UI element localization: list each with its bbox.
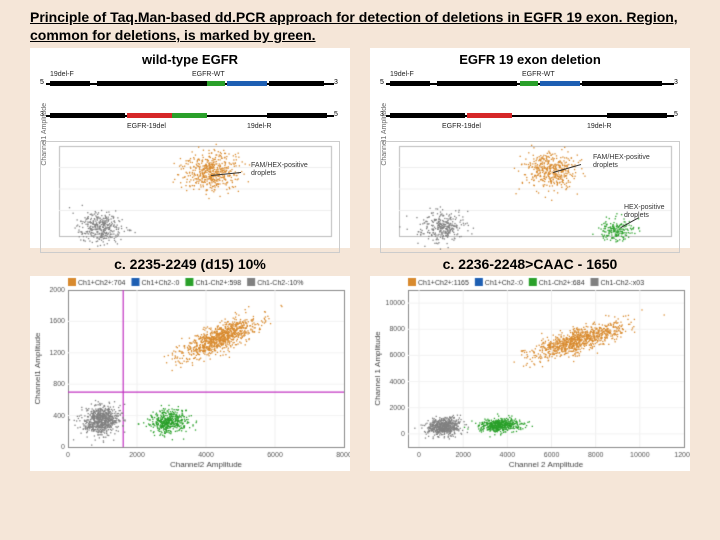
subtitle-left: wild-type EGFR	[30, 48, 350, 69]
panel-deletion: EGFR 19 exon deletion 5319del-FEGFR-WT35…	[370, 48, 690, 248]
schematic-left: 5319del-FEGFR-WT35EGFR-19del19del-R	[42, 69, 338, 139]
top-row: wild-type EGFR 5319del-FEGFR-WT35EGFR-19…	[0, 48, 720, 248]
ylabel-tl: Channel1 Amplitude	[41, 103, 48, 166]
panel-wildtype: wild-type EGFR 5319del-FEGFR-WT35EGFR-19…	[30, 48, 350, 248]
scatter-bottom-right	[370, 276, 690, 471]
scatter-bottom-left	[30, 276, 350, 471]
bottom-row	[0, 276, 720, 471]
subtitle-right: EGFR 19 exon deletion	[370, 48, 690, 69]
page-title: Principle of Taq.Man-based dd.PCR approa…	[0, 0, 720, 48]
ylabel-tr: Channel1 Amplitude	[381, 103, 388, 166]
scatter-top-left: Channel1 Amplitude FAM/HEX-positive drop…	[40, 141, 340, 253]
scatter-top-right: Channel1 Amplitude FAM/HEX-positive drop…	[380, 141, 680, 253]
schematic-right: 5319del-FEGFR-WT35EGFR-19del19del-R	[382, 69, 678, 139]
